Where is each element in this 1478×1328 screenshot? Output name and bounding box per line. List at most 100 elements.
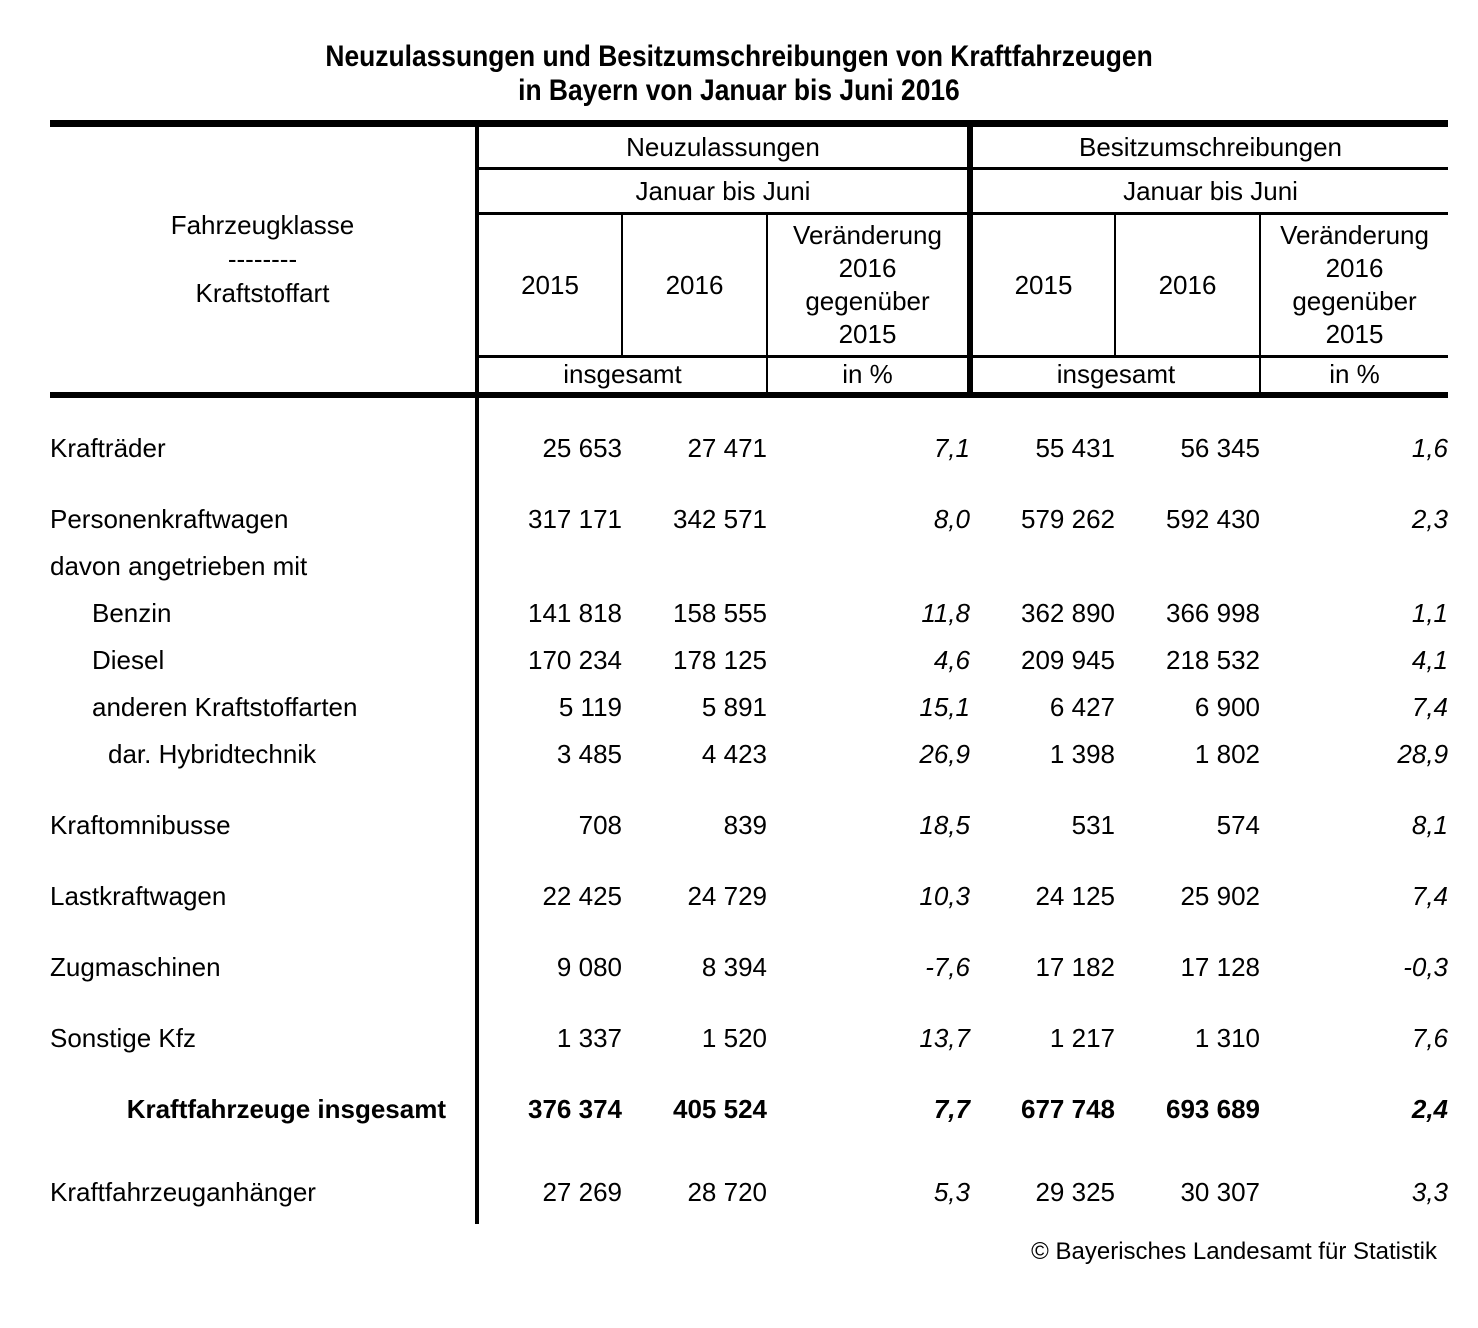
header-b-totals-unit: insgesamt [970, 356, 1261, 398]
header-row-units: insgesamt in % insgesamt in % [50, 356, 1449, 398]
cell-bpct: 1,6 [1411, 432, 1449, 463]
cell-npct: 18,5 [919, 809, 970, 840]
cell-n2015: 27 269 [542, 1176, 622, 1207]
row-label: dar. Hybridtechnik [50, 730, 479, 778]
spacer-row [50, 990, 1448, 1015]
table-row-sonstige-kfz: Sonstige Kfz 1 337 1 520 13,7 1 217 1 31… [50, 1014, 1448, 1062]
cell-n2015: 3 485 [556, 738, 622, 769]
cell-b2016: 1 310 [1194, 1022, 1260, 1053]
spacer-row [50, 1061, 1448, 1086]
spacer-row [50, 848, 1448, 873]
cell-b2015: 17 182 [1035, 951, 1115, 982]
cell-n2016: 405 524 [673, 1093, 767, 1124]
table-row-personenkraftwagen: Personenkraftwagen 317 171 342 571 8,0 5… [50, 495, 1449, 543]
cell-n2015: 141 818 [528, 597, 622, 628]
row-label: Kraftfahrzeuganhänger [50, 1168, 479, 1216]
header-period-left: Januar bis Juni [477, 168, 973, 215]
cell-b2016: 592 430 [1166, 503, 1260, 534]
row-label: davon angetrieben mit [50, 542, 479, 590]
row-label: anderen Kraftstoffarten [50, 683, 479, 731]
cell-b2015: 1 398 [1049, 738, 1115, 769]
cell-n2016: 24 729 [687, 880, 767, 911]
cell-b2016: 30 307 [1180, 1176, 1260, 1207]
cell-b2016: 218 532 [1166, 644, 1260, 675]
cell-b2015: 677 748 [1021, 1093, 1115, 1124]
cell-npct: -7,6 [925, 951, 970, 982]
cell-n2016: 839 [723, 809, 767, 840]
cell-b2015: 6 427 [1049, 691, 1115, 722]
cell-bpct: 7,4 [1411, 691, 1449, 722]
header-row-period: Januar bis Juni Januar bis Juni [50, 168, 1449, 215]
cell-npct: 5,3 [933, 1176, 970, 1207]
cell-bpct: 2,3 [1411, 503, 1449, 534]
cell-b2015 [970, 543, 1115, 590]
header-row-groups: Fahrzeugklasse -------- Kraftstoffart Ne… [50, 123, 1449, 398]
cell-n2015: 1 337 [556, 1022, 622, 1053]
spacer-row [50, 471, 1448, 496]
cell-bpct: 4,1 [1411, 644, 1449, 675]
table-body: Krafträder 25 653 27 471 7,1 55 431 56 3… [50, 394, 1449, 1224]
corner-subtitle: Kraftstoffart [195, 278, 330, 309]
table-row-kraftfahrzeuganhaenger: Kraftfahrzeuganhänger 27 269 28 720 5,3 … [50, 1168, 1449, 1216]
table-row-kraftraeder: Krafträder 25 653 27 471 7,1 55 431 56 3… [50, 424, 1449, 472]
cell-npct: 11,8 [921, 597, 970, 628]
table-row-hybridtechnik: dar. Hybridtechnik 3 485 4 423 26,9 1 39… [50, 730, 1448, 778]
cell-b2015: 55 431 [1035, 432, 1115, 463]
copyright-notice: © Bayerisches Landesamt für Statistik [1031, 1237, 1437, 1265]
cell-n2015: 170 234 [528, 644, 622, 675]
cell-n2015: 317 171 [528, 503, 622, 534]
row-label: Personenkraftwagen [50, 495, 479, 543]
row-label: Benzin [50, 589, 479, 637]
cell-n2016: 158 555 [673, 597, 767, 628]
cell-bpct: 2,4 [1411, 1093, 1449, 1124]
cell-b2016: 56 345 [1180, 432, 1260, 463]
header-n-change: Veränderung 2016 gegenüber 2015 [767, 213, 973, 358]
corner-separator: -------- [227, 244, 298, 275]
header-b-change: Veränderung 2016 gegenüber 2015 [1260, 213, 1449, 358]
title-line-2: in Bayern von Januar bis Juni 2016 [0, 74, 1478, 108]
cell-n2016: 28 720 [687, 1176, 767, 1207]
cell-n2015: 708 [578, 809, 622, 840]
header-b-percent-unit: in % [1260, 356, 1449, 398]
table-row-davon-angetrieben-mit: davon angetrieben mit [50, 542, 1448, 590]
cell-n2016: 5 891 [701, 691, 767, 722]
spacer-row [50, 777, 1448, 802]
header-b-2016: 2016 [1115, 213, 1261, 358]
header-n-totals-unit: insgesamt [477, 356, 768, 398]
cell-bpct [1260, 543, 1448, 590]
cell-b2016: 1 802 [1194, 738, 1260, 769]
cell-b2015: 531 [1071, 809, 1115, 840]
cell-n2015: 376 374 [528, 1093, 622, 1124]
row-label: Kraftfahrzeuge insgesamt [50, 1085, 479, 1133]
cell-n2016: 27 471 [687, 432, 767, 463]
header-period-right: Januar bis Juni [970, 168, 1449, 215]
cell-npct [767, 543, 970, 590]
cell-n2016: 178 125 [673, 644, 767, 675]
cell-n2016: 4 423 [701, 738, 767, 769]
cell-b2016: 693 689 [1166, 1093, 1260, 1124]
cell-n2015: 25 653 [542, 432, 622, 463]
vehicle-registrations-table: Fahrzeugklasse -------- Kraftstoffart Ne… [50, 120, 1449, 1224]
cell-bpct: 7,4 [1411, 880, 1449, 911]
cell-n2015: 9 080 [556, 951, 622, 982]
cell-b2015: 29 325 [1035, 1176, 1115, 1207]
row-label: Zugmaschinen [50, 943, 479, 991]
cell-npct: 4,6 [933, 644, 970, 675]
cell-n2016 [622, 543, 767, 590]
cell-b2016: 25 902 [1180, 880, 1260, 911]
header-n-2015: 2015 [477, 213, 623, 358]
header-row-years: 2015 2016 Veränderung 2016 gegenüber 201… [50, 213, 1449, 358]
title-line-1: Neuzulassungen und Besitzumschreibungen … [0, 40, 1478, 74]
cell-b2015: 1 217 [1049, 1022, 1115, 1053]
cell-b2016 [1115, 543, 1260, 590]
table-row-lastkraftwagen: Lastkraftwagen 22 425 24 729 10,3 24 125… [50, 872, 1449, 920]
title-line-2-text: in Bayern von Januar bis Juni 2016 [518, 74, 960, 107]
table-header: Fahrzeugklasse -------- Kraftstoffart Ne… [50, 123, 1449, 398]
table-row-diesel: Diesel 170 234 178 125 4,6 209 945 218 5… [50, 636, 1449, 684]
cell-bpct: 1,1 [1411, 597, 1449, 628]
header-n-2016: 2016 [622, 213, 768, 358]
cell-bpct: 3,3 [1411, 1176, 1449, 1207]
spacer-row [50, 1215, 1448, 1224]
cell-n2015 [477, 543, 622, 590]
